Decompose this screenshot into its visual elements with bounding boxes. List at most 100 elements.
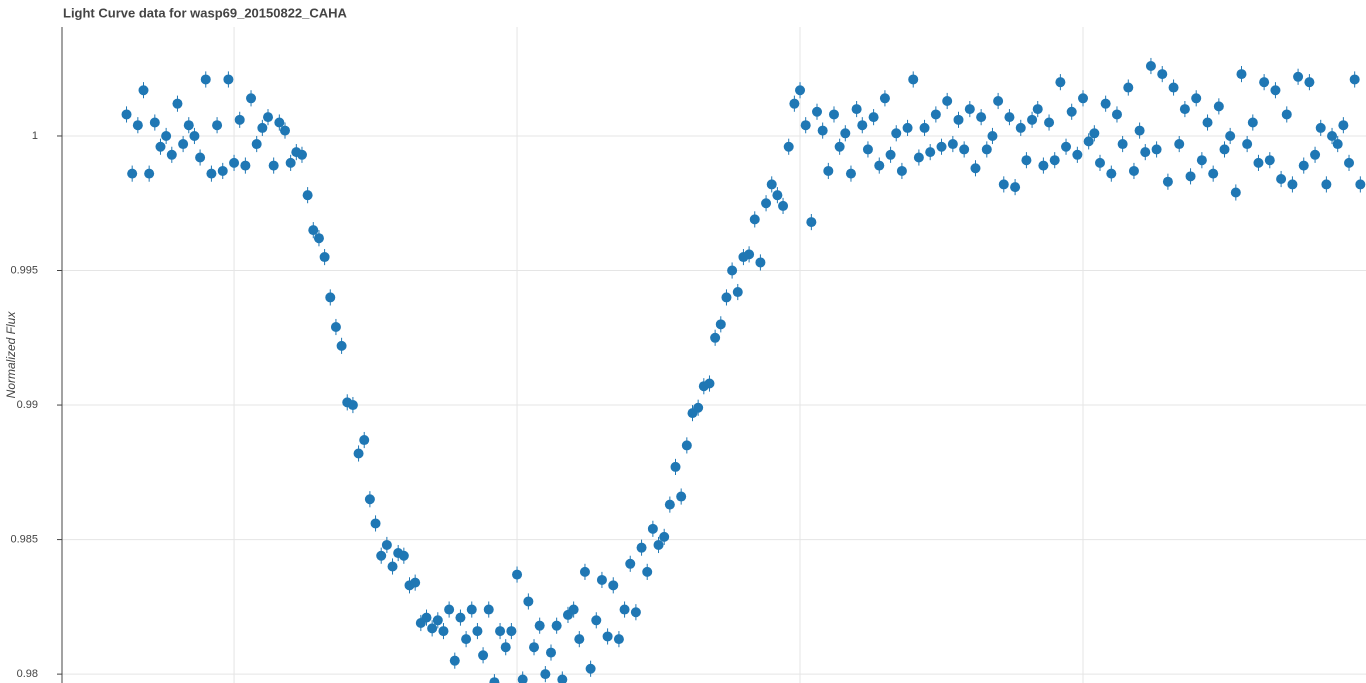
point — [596, 574, 607, 585]
point — [313, 233, 324, 244]
point — [1162, 176, 1173, 187]
point — [127, 168, 138, 179]
point — [427, 623, 438, 634]
point — [438, 626, 449, 637]
point — [608, 580, 619, 591]
point — [693, 402, 704, 413]
point — [206, 168, 217, 179]
point — [1010, 182, 1021, 193]
y-tick-label: 0.995 — [10, 264, 38, 276]
point — [834, 141, 845, 152]
point — [783, 141, 794, 152]
point — [970, 163, 981, 174]
point — [1270, 85, 1281, 96]
point — [896, 165, 907, 176]
point — [1236, 69, 1247, 80]
y-axis-label: Normalized Flux — [4, 311, 18, 399]
point — [908, 74, 919, 85]
point — [1191, 93, 1202, 104]
point — [766, 179, 777, 190]
point — [1015, 122, 1026, 133]
point — [857, 120, 868, 131]
point — [1259, 77, 1270, 88]
point — [800, 120, 811, 131]
point — [483, 604, 494, 615]
point — [149, 117, 160, 128]
point — [1100, 98, 1111, 109]
point — [636, 542, 647, 553]
point — [240, 160, 251, 171]
point — [1049, 155, 1060, 166]
point — [862, 144, 873, 155]
point — [1327, 130, 1338, 141]
point — [942, 95, 953, 106]
point — [1038, 160, 1049, 171]
point — [279, 125, 290, 136]
point — [845, 168, 856, 179]
point — [732, 287, 743, 298]
point — [828, 109, 839, 120]
point — [715, 319, 726, 330]
point — [630, 607, 641, 618]
point — [1253, 157, 1264, 168]
point — [296, 149, 307, 160]
point — [761, 198, 772, 209]
point — [868, 112, 879, 123]
point — [1123, 82, 1134, 93]
point — [619, 604, 630, 615]
point — [1332, 139, 1343, 150]
point — [506, 626, 517, 637]
point — [121, 109, 132, 120]
point — [721, 292, 732, 303]
point — [138, 85, 149, 96]
point — [449, 655, 460, 666]
point — [455, 612, 466, 623]
point — [874, 160, 885, 171]
point — [1021, 155, 1032, 166]
point — [161, 130, 172, 141]
point — [302, 190, 313, 201]
point — [381, 539, 392, 550]
point — [1304, 77, 1315, 88]
point — [461, 634, 472, 645]
point — [517, 674, 528, 683]
point — [263, 112, 274, 123]
point — [1281, 109, 1292, 120]
y-tick-label: 0.98 — [17, 668, 38, 680]
point — [1230, 187, 1241, 198]
point — [1061, 141, 1072, 152]
point — [319, 252, 330, 263]
point — [964, 104, 975, 115]
point — [681, 440, 692, 451]
point — [229, 157, 240, 168]
point — [353, 448, 364, 459]
point — [387, 561, 398, 572]
point — [1134, 125, 1145, 136]
point — [704, 378, 715, 389]
point — [1089, 128, 1100, 139]
chart-title: Light Curve data for wasp69_20150822_CAH… — [63, 5, 348, 20]
point — [591, 615, 602, 626]
point — [772, 190, 783, 201]
point — [1027, 114, 1038, 125]
point — [546, 647, 556, 658]
y-tick-label: 0.99 — [17, 399, 38, 411]
point — [795, 85, 806, 96]
point — [200, 74, 211, 85]
point — [744, 249, 755, 260]
point — [755, 257, 766, 268]
point — [1055, 77, 1066, 88]
point — [376, 550, 387, 561]
point — [1032, 104, 1043, 115]
point — [919, 122, 930, 133]
point — [676, 491, 687, 502]
point — [478, 650, 489, 661]
point — [913, 152, 924, 163]
point — [851, 104, 862, 115]
point — [1315, 122, 1326, 133]
point — [500, 642, 511, 653]
point — [132, 120, 143, 131]
point — [1094, 157, 1105, 168]
